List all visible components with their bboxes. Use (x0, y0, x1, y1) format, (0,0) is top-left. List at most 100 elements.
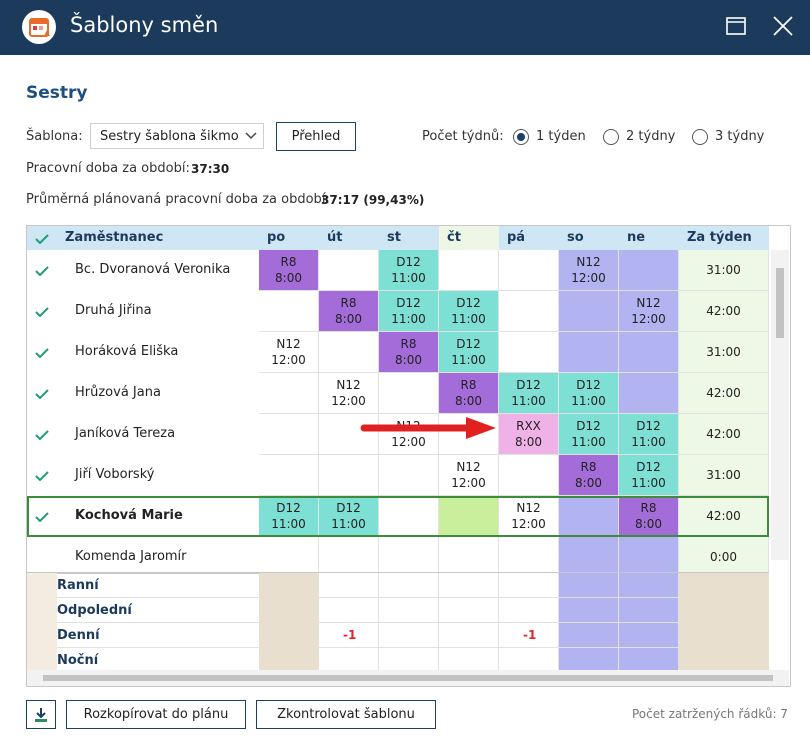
shift-cell[interactable] (559, 332, 619, 373)
shift-code: D12 (516, 378, 541, 392)
column-header-3[interactable]: st (379, 226, 439, 250)
shift-cell[interactable] (439, 250, 499, 291)
shift-hours: 8:00 (335, 312, 362, 326)
check-icon[interactable] (35, 388, 49, 400)
shift-hours: 11:00 (391, 271, 426, 285)
shift-cell[interactable]: RXX 8:00 (499, 414, 559, 455)
shift-hours: 8:00 (515, 435, 542, 449)
shift-cell[interactable] (379, 373, 439, 414)
header-check-all[interactable] (27, 226, 57, 250)
check-icon[interactable] (35, 511, 49, 523)
horizontal-scrollbar[interactable] (27, 670, 789, 686)
radio-3-weeks[interactable] (692, 129, 708, 145)
check-icon[interactable] (35, 265, 49, 277)
column-header-0[interactable]: Zaměstnanec (57, 226, 259, 250)
overview-button[interactable]: Přehled (276, 122, 356, 151)
shift-cell[interactable]: R8 8:00 (559, 455, 619, 496)
radio-2-weeks[interactable] (603, 129, 619, 145)
shift-cell[interactable]: D12 11:00 (559, 373, 619, 414)
shift-cell[interactable] (499, 455, 559, 496)
shift-cell[interactable] (319, 414, 379, 455)
summary-cell (379, 573, 439, 598)
shift-cell[interactable] (319, 332, 379, 373)
shift-cell[interactable]: R8 8:00 (379, 332, 439, 373)
maximize-icon[interactable] (726, 17, 746, 35)
scrollbar-thumb[interactable] (776, 268, 784, 338)
shift-cell[interactable] (259, 291, 319, 332)
check-icon[interactable] (35, 347, 49, 359)
shift-cell[interactable]: D12 11:00 (319, 496, 379, 537)
column-header-2[interactable]: út (319, 226, 379, 250)
shift-cell[interactable]: D12 11:00 (379, 291, 439, 332)
shift-cell[interactable] (499, 250, 559, 291)
export-button[interactable] (26, 700, 56, 729)
shift-cell[interactable]: R8 8:00 (619, 496, 679, 537)
summary-row-label: Denní (57, 628, 100, 643)
summary-value: -1 (343, 628, 357, 642)
column-header-1[interactable]: po (259, 226, 319, 250)
shift-cell[interactable] (499, 291, 559, 332)
shift-cell[interactable] (319, 250, 379, 291)
shift-cell[interactable]: N12 12:00 (259, 332, 319, 373)
shift-cell[interactable] (439, 414, 499, 455)
summary-cell (439, 598, 499, 623)
check-template-button[interactable]: Zkontrolovat šablonu (256, 700, 436, 729)
shift-cell[interactable]: R8 8:00 (259, 250, 319, 291)
vertical-scrollbar[interactable] (771, 250, 789, 560)
shift-cell[interactable]: D12 11:00 (619, 414, 679, 455)
column-header-4[interactable]: čt (439, 226, 499, 250)
check-icon[interactable] (35, 470, 49, 482)
copy-to-plan-button[interactable]: Rozkopírovat do plánu (66, 700, 246, 729)
shift-hours: 12:00 (631, 312, 666, 326)
shift-cell[interactable]: R8 8:00 (319, 291, 379, 332)
check-icon[interactable] (35, 429, 49, 441)
shift-cell[interactable]: D12 11:00 (379, 250, 439, 291)
shift-cell[interactable] (619, 250, 679, 291)
shift-cell[interactable] (259, 373, 319, 414)
shift-cell[interactable] (559, 291, 619, 332)
employee-name: Janíková Tereza (75, 426, 176, 441)
shift-cell[interactable]: N12 12:00 (439, 455, 499, 496)
column-header-8[interactable]: Za týden (679, 226, 769, 250)
shift-cell[interactable] (619, 332, 679, 373)
shift-cell[interactable] (379, 455, 439, 496)
shift-cell[interactable]: D12 11:00 (259, 496, 319, 537)
shift-cell[interactable]: N12 12:00 (619, 291, 679, 332)
check-icon[interactable] (35, 306, 49, 318)
shift-cell[interactable]: N12 12:00 (559, 250, 619, 291)
summary-cell (499, 573, 559, 598)
shift-hours: 11:00 (631, 435, 666, 449)
column-header-5[interactable]: pá (499, 226, 559, 250)
shift-cell[interactable]: D12 11:00 (559, 414, 619, 455)
column-header-7[interactable]: ne (619, 226, 679, 250)
shift-cell[interactable] (439, 496, 499, 537)
close-icon[interactable] (772, 15, 794, 37)
shift-cell[interactable] (559, 496, 619, 537)
shift-hours: 8:00 (455, 394, 482, 408)
shift-cell[interactable]: N12 12:00 (319, 373, 379, 414)
shift-code: D12 (636, 460, 661, 474)
shift-cell[interactable] (619, 373, 679, 414)
shift-cell[interactable] (259, 455, 319, 496)
shift-cell[interactable]: D12 11:00 (439, 332, 499, 373)
radio-1-week[interactable] (513, 129, 529, 145)
week-total: 0:00 (679, 537, 769, 578)
template-select[interactable]: Sestry šablona šikmo (90, 123, 264, 149)
shift-cell[interactable] (619, 537, 679, 578)
shift-cell[interactable]: N12 12:00 (499, 496, 559, 537)
shift-cell[interactable] (259, 414, 319, 455)
h-scrollbar-thumb[interactable] (43, 675, 773, 681)
column-header-label: Zaměstnanec (65, 230, 164, 245)
table-row[interactable] (27, 496, 769, 537)
shift-cell[interactable]: R8 8:00 (439, 373, 499, 414)
shift-code: R8 (400, 337, 417, 351)
column-header-6[interactable]: so (559, 226, 619, 250)
shift-cell[interactable]: D12 11:00 (619, 455, 679, 496)
shift-cell[interactable] (319, 455, 379, 496)
shift-hours: 11:00 (571, 394, 606, 408)
shift-cell[interactable]: D12 11:00 (439, 291, 499, 332)
shift-cell[interactable]: D12 11:00 (499, 373, 559, 414)
shift-cell[interactable] (499, 332, 559, 373)
shift-code: D12 (276, 501, 301, 515)
shift-cell[interactable] (379, 496, 439, 537)
